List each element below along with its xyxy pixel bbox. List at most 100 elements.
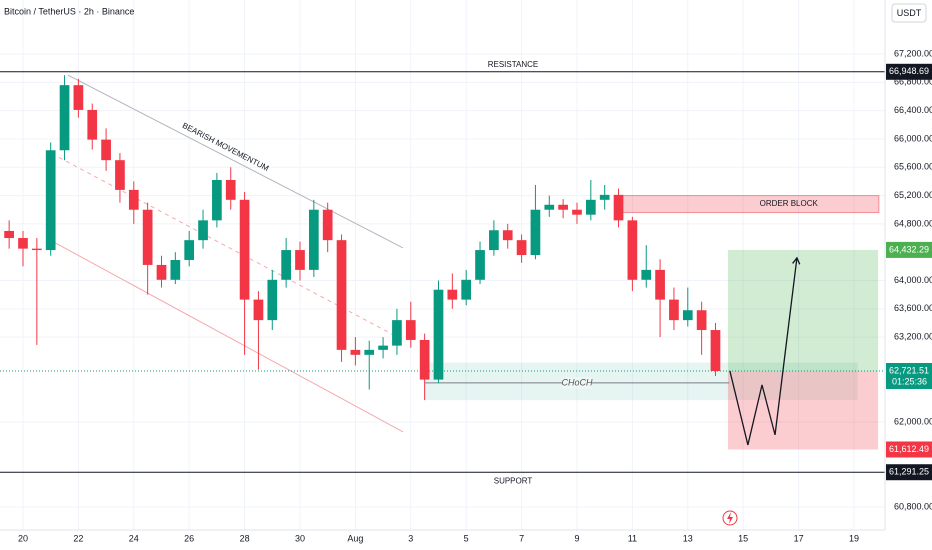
candle-body [544, 204, 555, 210]
candle-body [364, 349, 375, 355]
choch-label-bg [561, 376, 592, 389]
candle-body [198, 220, 208, 241]
candle-body [696, 310, 707, 331]
candle-body [405, 320, 416, 340]
candle-body [669, 299, 679, 321]
candle-body [295, 250, 305, 270]
y-tick-label: 64,000.00 [894, 275, 932, 285]
stop-zone [727, 370, 879, 450]
order-block [618, 195, 880, 214]
order-block-label: ORDER BLOCK [760, 199, 819, 208]
x-tick-label: 5 [464, 533, 469, 543]
channel-line [67, 74, 404, 249]
level-label: SUPPORT [494, 476, 533, 485]
candle-body [170, 259, 181, 280]
candle-body [142, 209, 153, 265]
x-tick-label: 28 [240, 533, 250, 543]
projection-arrowhead [792, 256, 801, 265]
candle-body [128, 189, 139, 210]
candle-body [101, 139, 111, 161]
candle-body [212, 179, 222, 221]
candle-body [31, 248, 42, 251]
candle-body [59, 85, 70, 151]
candle-body [322, 209, 333, 241]
candle-body [184, 240, 195, 260]
x-tick-label: 24 [129, 533, 139, 543]
candle-body [475, 250, 485, 280]
x-tick-label: 20 [18, 533, 28, 543]
candle-body [156, 264, 167, 280]
choch-label: CHoCH [561, 377, 593, 387]
candle-body [585, 199, 596, 215]
candle-body [447, 289, 458, 300]
y-tick-label: 67,200.00 [894, 48, 932, 58]
price-label-bg [886, 241, 932, 258]
price-label: 61,612.49 [889, 444, 929, 454]
currency[interactable]: USDT [897, 8, 922, 18]
axis-labels: 67,200.00 66,800.00 66,400.00 66,000.00 65,6… [18, 48, 932, 543]
y-tick-label: 65,600.00 [894, 162, 932, 172]
x-tick-label: 7 [519, 533, 524, 543]
candle-body [18, 238, 28, 249]
candle-body [433, 289, 444, 380]
candle-body [336, 240, 347, 350]
candle-body [530, 209, 541, 256]
candle-body [378, 345, 388, 350]
candle-body [73, 85, 84, 110]
candle-body [350, 349, 361, 355]
price-label: 66,948.69 [889, 66, 929, 76]
target-zone [727, 249, 879, 371]
candle-body [627, 220, 638, 280]
y-tick-label: 66,400.00 [894, 105, 932, 115]
candle-body [281, 250, 291, 280]
price-label: 64,432.29 [889, 244, 929, 254]
x-tick-label: 19 [849, 533, 859, 543]
candle-body [613, 194, 624, 221]
price-label: 61,291.25 [889, 467, 929, 477]
price-axis [885, 0, 932, 550]
candle-body [419, 339, 430, 380]
projection-path [729, 257, 798, 446]
x-tick-label: 11 [628, 533, 637, 543]
candle-body [641, 269, 652, 280]
y-tick-label: 63,200.00 [894, 331, 932, 341]
y-tick-label: 60,800.00 [894, 501, 932, 511]
choch-zone [424, 362, 858, 401]
price-label-bg [886, 441, 932, 458]
x-tick-label: 17 [794, 533, 804, 543]
candle-body [572, 209, 582, 215]
x-tick-label: Aug [347, 533, 363, 543]
y-tick-label: 66,800.00 [894, 77, 932, 87]
price-label: 62,721.51 [889, 365, 929, 375]
x-tick-label: 9 [574, 533, 579, 543]
candle-body [225, 179, 236, 200]
price-label-bg [886, 63, 932, 80]
candle-body [502, 230, 513, 241]
candle-body [45, 150, 56, 251]
y-tick-label: 65,200.00 [894, 190, 932, 200]
candle-body [239, 199, 250, 300]
y-tick-label: 62,000.00 [894, 416, 932, 426]
candle-body [87, 109, 98, 140]
x-tick-label: 26 [184, 533, 194, 543]
currency-box[interactable] [891, 3, 927, 23]
candle-body [489, 230, 499, 251]
price-label-bg [886, 464, 932, 481]
candle-body [558, 204, 568, 210]
x-tick-label: 3 [408, 533, 413, 543]
price-label-bg [886, 362, 932, 389]
x-tick-label: 22 [73, 533, 83, 543]
candle-body [599, 194, 610, 200]
candle-body [4, 230, 14, 239]
x-tick-label: 13 [683, 533, 693, 543]
candle-body [710, 330, 721, 371]
candle-body [655, 269, 665, 300]
candle-body [461, 279, 472, 300]
candle-body [267, 279, 278, 321]
chart-title: Bitcoin / TetherUS · 2h · Binance [4, 6, 134, 16]
candle-body [392, 320, 402, 346]
y-tick-label: 63,600.00 [894, 303, 932, 313]
x-tick-label: 15 [738, 533, 748, 543]
candle-body [682, 310, 693, 321]
